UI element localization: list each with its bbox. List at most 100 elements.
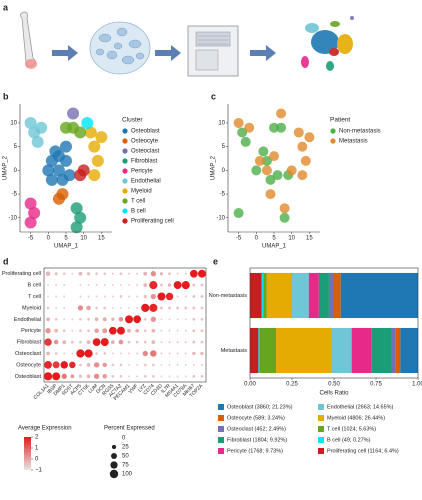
bar-segment <box>250 327 259 374</box>
expression-dot <box>128 272 130 275</box>
expression-dot <box>143 374 147 378</box>
cell-point <box>300 155 311 166</box>
expression-dot <box>55 306 58 309</box>
expression-dot <box>102 373 108 379</box>
expression-dot <box>181 281 190 290</box>
legend-label: Endothelial <box>131 179 161 185</box>
expression-dot <box>87 329 90 333</box>
y-axis-label: UMAP_2 <box>3 155 9 180</box>
expression-dot <box>200 283 204 287</box>
expression-dot <box>46 351 50 356</box>
legend-swatch <box>218 415 224 421</box>
legend-swatch <box>318 437 324 443</box>
y-tick-label: 0 <box>222 168 226 174</box>
expression-dot <box>119 374 123 378</box>
expression-dot <box>168 363 171 366</box>
expression-dot <box>62 329 66 333</box>
cell-point <box>28 207 41 220</box>
expression-dot <box>71 352 74 355</box>
expression-dot <box>43 372 53 381</box>
expression-dot <box>192 295 196 298</box>
color-tick-label: 2 <box>35 435 39 441</box>
bar-segment <box>258 327 260 374</box>
expression-dot <box>184 375 187 378</box>
legend-swatch <box>318 404 324 410</box>
expression-dot <box>87 317 90 321</box>
expression-dot <box>160 341 163 344</box>
expression-dot <box>200 317 204 321</box>
expression-dot <box>71 340 74 344</box>
bar-segment <box>331 327 352 374</box>
y-tick-label: 10 <box>218 121 225 127</box>
bar-segment <box>391 327 396 374</box>
cell-point <box>84 126 97 139</box>
legend-swatch <box>218 448 224 454</box>
x-axis-label: Cells Ratio <box>319 391 349 397</box>
expression-dot <box>184 272 187 275</box>
expression-dot <box>184 329 187 332</box>
expression-dot <box>111 284 114 287</box>
size-tick-label: 50 <box>122 454 129 460</box>
y-tick-label: 5 <box>14 144 18 150</box>
expression-dot <box>151 340 156 344</box>
cell-point <box>81 116 94 129</box>
expression-dot <box>200 374 204 378</box>
expression-dot <box>135 328 140 333</box>
expression-dot <box>60 361 69 369</box>
expression-dot <box>165 292 174 301</box>
expression-dot <box>84 349 93 358</box>
expression-dot <box>176 341 179 344</box>
expression-dot <box>176 329 179 332</box>
cell-point <box>297 170 308 181</box>
expression-dot <box>135 340 139 344</box>
expression-dot <box>79 317 82 321</box>
expression-dot <box>61 373 67 379</box>
expression-dot <box>77 305 84 311</box>
cell-point <box>88 140 101 153</box>
expression-dot <box>192 363 195 366</box>
x-tick-label: 5 <box>64 236 68 242</box>
expression-dot <box>149 303 158 312</box>
expression-dot <box>62 272 66 276</box>
legend-label: B cell (49; 0.27%) <box>327 437 371 443</box>
cell-point <box>265 174 276 185</box>
expression-dot <box>118 339 124 345</box>
expression-dot <box>200 295 204 298</box>
cell-point <box>24 197 37 210</box>
legend-label: Proliferating cell (1164; 6.4%) <box>327 448 399 454</box>
x-axis-label: UMAP_1 <box>262 244 287 250</box>
expression-dot <box>86 340 91 344</box>
expression-dot <box>92 338 101 346</box>
x-tick-label: 10 <box>288 236 295 242</box>
expression-dot <box>111 272 114 275</box>
size-key <box>111 453 117 459</box>
expression-dot <box>76 349 85 358</box>
expression-dot <box>102 362 108 368</box>
expression-dot <box>79 329 82 333</box>
expression-dot <box>160 283 163 287</box>
expression-dot <box>143 283 148 287</box>
y-tick-label: 5 <box>222 144 226 150</box>
panel-label: b <box>3 91 9 101</box>
cell-point <box>279 203 290 214</box>
expression-dot <box>184 341 187 344</box>
cell-point <box>276 108 287 119</box>
expression-dot <box>46 306 50 310</box>
expression-dot <box>111 306 114 309</box>
expression-dot <box>201 363 203 366</box>
expression-dot <box>63 284 66 287</box>
legend-label: Fibroblast (1804; 9.92%) <box>227 437 287 443</box>
expression-dot <box>119 272 123 276</box>
expression-dot <box>176 295 179 298</box>
legend-swatch <box>318 448 324 454</box>
cell-point <box>297 141 308 152</box>
expression-dot <box>127 340 131 344</box>
workflow-illustration <box>20 11 354 77</box>
expression-dot <box>95 352 98 355</box>
legend-label: Osteoblast (3860; 21.23%) <box>227 404 293 410</box>
expression-dot <box>192 306 196 310</box>
expression-dot <box>143 363 147 367</box>
expression-dot <box>189 269 198 278</box>
color-tick-label: −1 <box>35 468 43 474</box>
